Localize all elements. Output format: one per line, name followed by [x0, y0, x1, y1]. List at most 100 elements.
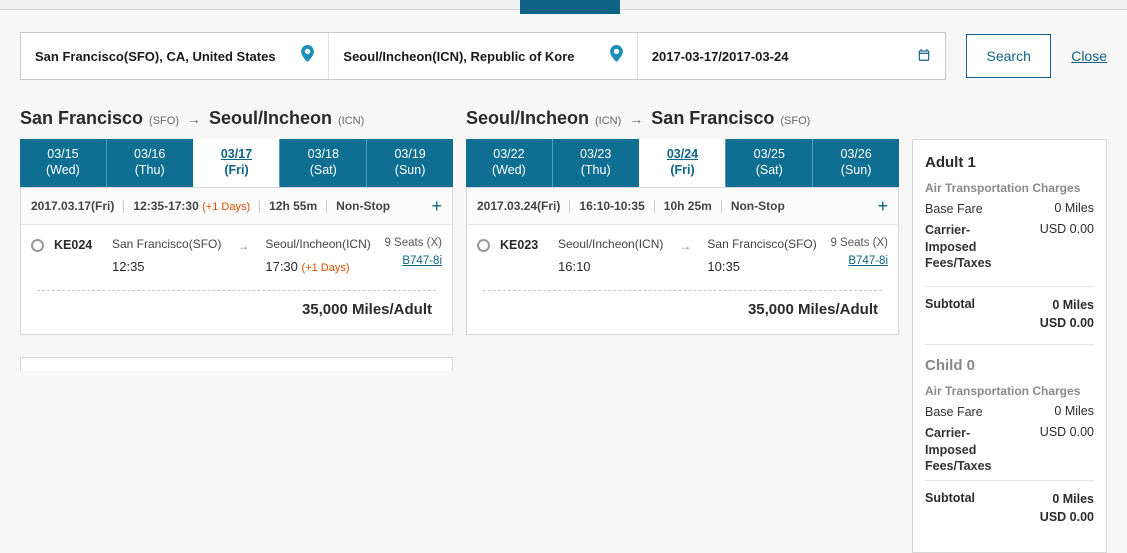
destination-text: Seoul/Incheon(ICN), Republic of Kore — [343, 49, 574, 64]
summary-date: 2017.03.17(Fri) — [31, 199, 114, 213]
date-tab[interactable]: 03/26(Sun) — [812, 139, 899, 187]
flight-number: KE023 — [500, 237, 548, 252]
arr-plus-days: (+1 Days) — [302, 262, 350, 274]
subtotal-label: Subtotal — [925, 491, 975, 526]
base-fare-value: 0 Miles — [1054, 201, 1094, 217]
route-from-city: San Francisco — [20, 108, 143, 129]
summary-stops: Non-Stop — [731, 199, 785, 213]
summary-date: 2017.03.24(Fri) — [477, 199, 560, 213]
route-from-city: Seoul/Incheon — [466, 108, 589, 129]
cif-value: USD 0.00 — [1040, 425, 1094, 474]
date-tab-day: (Sun) — [367, 163, 453, 179]
destination-field[interactable]: Seoul/Incheon(ICN), Republic of Kore — [328, 33, 636, 79]
date-tab[interactable]: 03/19(Sun) — [366, 139, 453, 187]
pin-icon — [301, 45, 314, 67]
route-from-code: (ICN) — [595, 115, 621, 127]
date-tab-date: 03/22 — [466, 147, 552, 163]
subtotal-miles: 0 Miles — [1052, 298, 1094, 312]
date-tab-date: 03/23 — [553, 147, 639, 163]
aircraft-link[interactable]: B747-8i — [830, 255, 888, 267]
arrow-right-icon: → — [629, 111, 643, 127]
subtotal-label: Subtotal — [925, 297, 975, 332]
outbound-flight-row: KE024 San Francisco(SFO) 12:35 → Seoul/I… — [31, 237, 442, 274]
charges-label: Air Transportation Charges — [925, 181, 1094, 195]
active-primary-tab — [520, 0, 620, 14]
flight-number: KE024 — [54, 237, 102, 252]
base-fare-label: Base Fare — [925, 404, 983, 420]
date-tab[interactable]: 03/25(Sat) — [725, 139, 812, 187]
pin-icon — [610, 45, 623, 67]
date-tab[interactable]: 03/15(Wed) — [20, 139, 106, 187]
summary-duration: 12h 55m — [269, 199, 317, 213]
dep-time: 16:10 — [558, 259, 663, 274]
date-tab[interactable]: 03/23(Thu) — [552, 139, 639, 187]
date-tab-day: (Thu) — [553, 163, 639, 179]
aircraft-link[interactable]: B747-8i — [384, 255, 442, 267]
route-to-code: (SFO) — [780, 115, 810, 127]
date-tab-day: (Sun) — [813, 163, 899, 179]
cif-value: USD 0.00 — [1040, 222, 1094, 271]
date-tab-day: (Fri) — [194, 163, 280, 179]
return-route-header: Seoul/Incheon (ICN) → San Francisco (SFO) — [466, 108, 899, 129]
date-tab-day: (Sat) — [280, 163, 366, 179]
subtotal-usd: USD 0.00 — [1040, 510, 1094, 524]
date-tab-date: 03/17 — [194, 147, 280, 163]
base-fare-label: Base Fare — [925, 201, 983, 217]
date-tab-day: (Wed) — [466, 163, 552, 179]
subtotal-usd: USD 0.00 — [1040, 316, 1094, 330]
charges-label: Air Transportation Charges — [925, 384, 1094, 398]
date-tab-date: 03/15 — [20, 147, 106, 163]
date-tab[interactable]: 03/24(Fri) — [639, 139, 726, 187]
price-summary-sidebar: Adult 1 Air Transportation Charges Base … — [912, 139, 1107, 553]
origin-field[interactable]: San Francisco(SFO), CA, United States — [21, 33, 328, 79]
miles-per-adult: 35,000 Miles/Adult — [477, 301, 888, 320]
expand-icon[interactable]: + — [431, 197, 442, 215]
date-tab-date: 03/19 — [367, 147, 453, 163]
divider — [483, 290, 882, 291]
outbound-route-header: San Francisco(SFO) → Seoul/Incheon(ICN) — [20, 108, 453, 129]
close-link[interactable]: Close — [1071, 48, 1107, 64]
return-summary-row: 2017.03.24(Fri) 16:10-10:35 10h 25m Non-… — [467, 188, 898, 225]
top-bar — [0, 0, 1127, 10]
miles-per-adult: 35,000 Miles/Adult — [31, 301, 442, 320]
date-tab-day: (Fri) — [640, 163, 726, 179]
flight-radio[interactable] — [31, 239, 44, 252]
date-tab-day: (Sat) — [726, 163, 812, 179]
date-tab[interactable]: 03/16(Thu) — [106, 139, 193, 187]
date-tab-day: (Wed) — [20, 163, 106, 179]
date-tab-date: 03/18 — [280, 147, 366, 163]
search-button[interactable]: Search — [966, 34, 1051, 78]
child-heading: Child 0 — [925, 357, 1094, 374]
expand-icon[interactable]: + — [877, 197, 888, 215]
flight-radio[interactable] — [477, 239, 490, 252]
outbound-date-tabs: 03/15(Wed)03/16(Thu)03/17(Fri)03/18(Sat)… — [20, 139, 453, 187]
summary-time: 16:10-10:35 — [579, 199, 644, 213]
route-to-city: San Francisco — [651, 108, 774, 129]
outbound-column: San Francisco(SFO) → Seoul/Incheon(ICN) … — [20, 108, 453, 553]
arr-place: San Francisco(SFO) — [707, 237, 816, 251]
dep-time: 12:35 — [112, 259, 221, 274]
dep-place: Seoul/Incheon(ICN) — [558, 237, 663, 251]
date-tab[interactable]: 03/22(Wed) — [466, 139, 552, 187]
route-from-code: (SFO) — [149, 115, 179, 127]
date-field[interactable]: 2017-03-17/2017-03-24 — [637, 33, 945, 79]
arrow-right-icon: → — [679, 237, 691, 253]
subtotal-miles: 0 Miles — [1052, 492, 1094, 506]
divider — [37, 290, 436, 291]
arr-place: Seoul/Incheon(ICN) — [265, 237, 370, 251]
base-fare-value: 0 Miles — [1054, 404, 1094, 420]
date-tab[interactable]: 03/18(Sat) — [279, 139, 366, 187]
summary-duration: 10h 25m — [664, 199, 712, 213]
origin-text: San Francisco(SFO), CA, United States — [35, 49, 276, 64]
arrow-right-icon: → — [237, 237, 249, 253]
outbound-summary-row: 2017.03.17(Fri) 12:35-17:30 (+1 Days) 12… — [21, 188, 452, 225]
date-tab[interactable]: 03/17(Fri) — [193, 139, 280, 187]
next-panel-peek — [20, 357, 453, 371]
date-tab-date: 03/16 — [107, 147, 193, 163]
seats-available: 9 Seats (X) — [830, 237, 888, 249]
summary-time: 12:35-17:30 — [133, 199, 198, 213]
calendar-icon — [917, 48, 931, 65]
date-tab-date: 03/24 — [640, 147, 726, 163]
summary-plus-days: (+1 Days) — [202, 201, 250, 213]
dep-place: San Francisco(SFO) — [112, 237, 221, 251]
